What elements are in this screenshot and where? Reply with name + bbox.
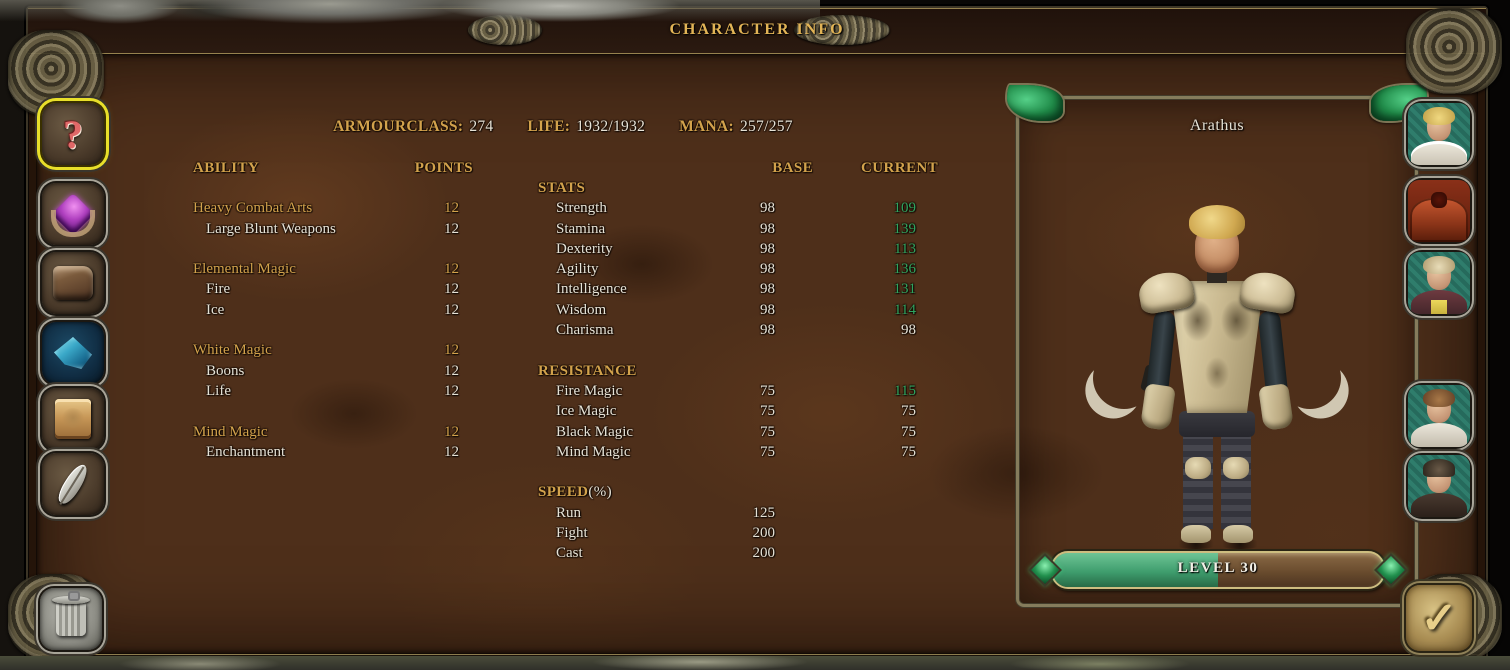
level-progress-fill bbox=[1053, 553, 1218, 587]
portrait-icon bbox=[1408, 455, 1470, 517]
table-row: White Magic 12 bbox=[193, 342, 459, 359]
portrait-icon bbox=[1408, 180, 1470, 242]
portrait-red-armor[interactable] bbox=[1408, 180, 1470, 242]
table-row: Agility 98 136 bbox=[556, 261, 916, 278]
portrait-icon bbox=[1408, 252, 1470, 314]
portrait-icon bbox=[1408, 103, 1470, 165]
table-row: Cast 200 bbox=[556, 545, 775, 562]
checkmark-icon: ✓ bbox=[1420, 593, 1458, 643]
sidebar-item-quill[interactable] bbox=[42, 453, 104, 515]
portrait-gladiator[interactable] bbox=[1408, 103, 1470, 165]
portrait-white-robe[interactable] bbox=[1408, 385, 1470, 447]
portrait-helmed[interactable] bbox=[1408, 455, 1470, 517]
table-row: Heavy Combat Arts 12 bbox=[193, 200, 459, 217]
table-row: Strength 98 109 bbox=[556, 200, 916, 217]
character-info-panel: CHARACTER INFO ARMOURCLASS: 274 LIFE: 1932… bbox=[26, 6, 1488, 666]
title-bar: CHARACTER INFO bbox=[28, 8, 1486, 54]
table-row: Stamina 98 139 bbox=[556, 220, 916, 237]
trash-button[interactable] bbox=[40, 588, 102, 650]
table-row: Large Blunt Weapons 12 bbox=[206, 220, 459, 237]
sidebar-item-logbook[interactable] bbox=[42, 252, 104, 314]
panel-bottom-trim bbox=[36, 654, 1478, 660]
level-progress-bar: LEVEL 30 bbox=[1051, 551, 1385, 589]
page-title: CHARACTER INFO bbox=[669, 21, 845, 38]
table-row: Fire 12 bbox=[206, 281, 459, 298]
table-row: Life 12 bbox=[206, 382, 459, 399]
armourclass-value: 274 bbox=[469, 118, 494, 135]
stats-section-title: STATS bbox=[538, 179, 586, 196]
ability-table-header: ABILITY POINTS bbox=[193, 158, 473, 178]
table-row: Fire Magic 75 115 bbox=[556, 382, 916, 399]
question-mark-icon: ? bbox=[63, 111, 83, 157]
speed-section-title: SPEED(%) bbox=[538, 484, 613, 501]
leaf-ornament-top-left bbox=[1007, 85, 1063, 121]
table-row: Intelligence 98 131 bbox=[556, 281, 916, 298]
resistance-section-title: RESISTANCE bbox=[538, 362, 637, 379]
portrait-icon bbox=[1408, 385, 1470, 447]
crystal-icon bbox=[42, 322, 104, 384]
life-value: 1932/1932 bbox=[576, 118, 646, 135]
table-row: Mind Magic 12 bbox=[193, 423, 459, 440]
sidebar-item-character-info[interactable]: ? bbox=[42, 103, 104, 165]
table-row: Ice 12 bbox=[206, 301, 459, 318]
table-row: Wisdom 98 114 bbox=[556, 301, 916, 318]
ability-column-header: ABILITY bbox=[193, 159, 260, 176]
table-row: Dexterity 98 113 bbox=[556, 240, 916, 257]
quill-feather-icon bbox=[42, 453, 104, 515]
table-row: Ice Magic 75 75 bbox=[556, 403, 916, 420]
character-name: Arathus bbox=[1189, 117, 1245, 134]
character-preview-panel: Arathus LEVEL 30 bbox=[1007, 85, 1427, 607]
table-row: Enchantment 12 bbox=[206, 443, 459, 460]
character-model bbox=[1117, 199, 1317, 559]
corner-ornament-top-right bbox=[1406, 8, 1502, 94]
mana-label: MANA: bbox=[679, 118, 734, 135]
scroll-icon bbox=[42, 388, 104, 450]
sidebar-item-scroll[interactable] bbox=[42, 388, 104, 450]
stats-table-header: BASE CURRENT bbox=[533, 158, 938, 178]
table-row: Charisma 98 98 bbox=[556, 322, 916, 339]
stats-table: BASE CURRENT STATS Strength 98 109 Stamina… bbox=[533, 158, 938, 564]
current-column-header: CURRENT bbox=[861, 159, 938, 176]
life-label: LIFE: bbox=[527, 118, 571, 135]
mana-value: 257/257 bbox=[739, 118, 793, 135]
summary-line: ARMOURCLASS: 274 LIFE: 1932/1932 MANA: 257/… bbox=[193, 118, 933, 136]
confirm-button[interactable]: ✓ bbox=[1406, 585, 1472, 651]
armourclass-label: ARMOURCLASS: bbox=[333, 118, 464, 135]
table-row: Fight 200 bbox=[556, 524, 775, 541]
level-label: LEVEL 30 bbox=[1177, 560, 1259, 576]
sidebar-item-ring[interactable] bbox=[42, 183, 104, 245]
trash-can-icon bbox=[40, 588, 102, 650]
sidebar-item-crystal[interactable] bbox=[42, 322, 104, 384]
table-row: Black Magic 75 75 bbox=[556, 423, 916, 440]
table-row: Run 125 bbox=[556, 504, 775, 521]
corner-ornament-top-left bbox=[8, 30, 104, 116]
logbook-icon bbox=[42, 252, 104, 314]
ability-table: ABILITY POINTS Heavy Combat Arts 12 Large… bbox=[193, 158, 473, 462]
table-row: Boons 12 bbox=[206, 362, 459, 379]
portrait-pale-warrior[interactable] bbox=[1408, 252, 1470, 314]
magic-ring-icon bbox=[42, 183, 104, 245]
table-row: Mind Magic 75 75 bbox=[556, 443, 916, 460]
points-column-header: POINTS bbox=[414, 159, 473, 176]
base-column-header: BASE bbox=[772, 159, 813, 176]
table-row: Elemental Magic 12 bbox=[193, 261, 459, 278]
